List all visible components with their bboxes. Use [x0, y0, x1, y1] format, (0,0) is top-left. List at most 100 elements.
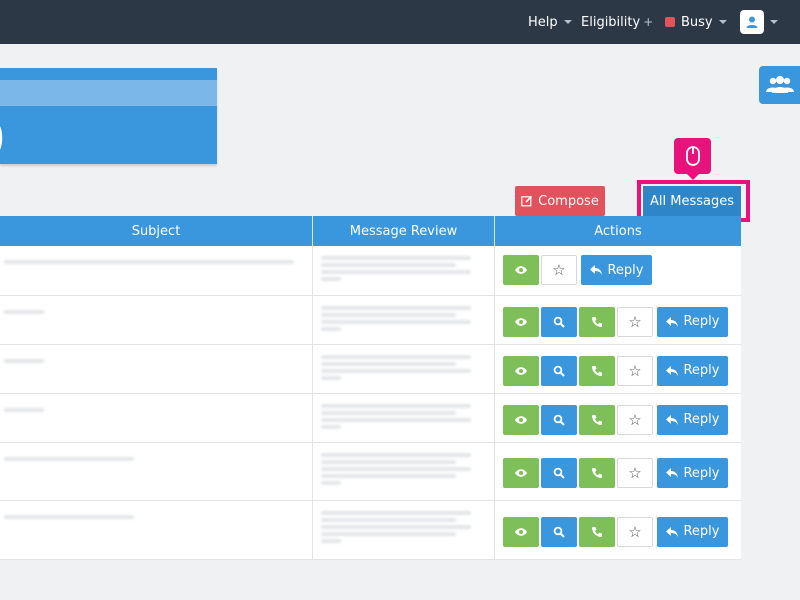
table-row[interactable]: ☆ Reply	[0, 296, 741, 345]
reply-label: Reply	[683, 314, 720, 329]
redacted-text	[321, 532, 456, 536]
column-subject-label: Subject	[131, 223, 181, 239]
phone-icon	[591, 526, 603, 538]
search-button[interactable]	[541, 516, 577, 547]
reply-button[interactable]: Reply	[657, 355, 728, 386]
status-menu[interactable]: Busy	[665, 0, 727, 44]
search-button[interactable]	[541, 355, 577, 386]
search-icon	[553, 316, 565, 328]
eligibility-menu[interactable]: Eligibility +	[581, 0, 653, 44]
redacted-text	[321, 277, 341, 281]
subject-cell	[0, 501, 313, 559]
redacted-text	[321, 525, 471, 529]
mouse-cursor-indicator	[674, 138, 711, 180]
reply-button[interactable]: Reply	[657, 458, 728, 488]
redacted-text	[321, 256, 471, 260]
star-button[interactable]: ☆	[617, 458, 653, 488]
message-review-cell	[313, 443, 495, 500]
eye-icon	[514, 415, 528, 425]
search-icon	[553, 467, 565, 479]
table-row[interactable]: ☆ Reply	[0, 345, 741, 394]
eye-icon	[514, 527, 528, 537]
reply-label: Reply	[683, 524, 720, 539]
reply-button[interactable]: Reply	[657, 306, 728, 337]
table-row[interactable]: ☆ Reply	[0, 246, 741, 296]
reply-icon	[665, 414, 679, 426]
view-button[interactable]	[503, 255, 539, 285]
redacted-text	[321, 425, 341, 429]
action-buttons: ☆ Reply	[503, 306, 728, 337]
call-button[interactable]	[579, 516, 615, 547]
user-icon	[746, 16, 758, 28]
search-button[interactable]	[541, 404, 577, 435]
subject-cell	[0, 394, 313, 442]
redacted-text	[321, 511, 471, 515]
reply-label: Reply	[683, 412, 720, 427]
view-button[interactable]	[503, 516, 539, 547]
search-button[interactable]	[541, 306, 577, 337]
star-button[interactable]: ☆	[617, 516, 653, 547]
eye-icon	[514, 265, 528, 275]
users-panel-button[interactable]	[759, 66, 800, 104]
star-button[interactable]: ☆	[617, 355, 653, 386]
table-header: Subject Message Review Actions	[0, 216, 741, 246]
star-button[interactable]: ☆	[541, 255, 577, 285]
redacted-text	[4, 408, 44, 412]
message-review-cell	[313, 501, 495, 559]
redacted-text	[321, 404, 471, 408]
plus-icon: +	[643, 15, 654, 29]
phone-icon	[591, 414, 603, 426]
compose-button[interactable]: Compose	[515, 186, 605, 216]
reply-button[interactable]: Reply	[657, 404, 728, 435]
subject-cell	[0, 246, 313, 295]
star-icon: ☆	[628, 313, 642, 331]
call-button[interactable]	[579, 355, 615, 386]
star-icon: ☆	[628, 362, 642, 380]
reply-button[interactable]: Reply	[581, 255, 652, 285]
stats-panel: 0	[0, 68, 217, 166]
table-row[interactable]: ☆ Reply	[0, 443, 741, 501]
all-messages-button[interactable]: All Messages	[643, 186, 741, 216]
column-subject: Subject	[0, 216, 313, 246]
table-row[interactable]: ☆ Reply	[0, 501, 741, 560]
redacted-text	[4, 457, 134, 461]
column-actions-label: Actions	[594, 223, 642, 239]
eye-icon	[514, 468, 528, 478]
action-buttons: ☆ Reply	[503, 355, 728, 386]
redacted-text	[321, 411, 456, 415]
redacted-text	[321, 518, 456, 522]
subject-cell	[0, 296, 313, 344]
all-messages-label: All Messages	[650, 193, 734, 209]
action-buttons: ☆ Reply	[503, 516, 728, 547]
star-button[interactable]: ☆	[617, 306, 653, 337]
reply-icon	[665, 316, 679, 328]
column-message-review-label: Message Review	[349, 223, 458, 239]
star-button[interactable]: ☆	[617, 404, 653, 435]
top-navbar: Help Eligibility + Busy	[0, 0, 800, 44]
compose-label: Compose	[538, 193, 599, 209]
view-button[interactable]	[503, 306, 539, 337]
redacted-text	[321, 263, 456, 267]
redacted-text	[321, 369, 471, 373]
reply-icon	[665, 365, 679, 377]
subject-cell	[0, 443, 313, 500]
help-menu[interactable]: Help	[528, 0, 572, 44]
view-button[interactable]	[503, 355, 539, 386]
users-icon	[765, 76, 794, 93]
redacted-text	[4, 515, 134, 519]
reply-icon	[665, 467, 679, 479]
redacted-text	[321, 481, 341, 485]
call-button[interactable]	[579, 458, 615, 488]
view-button[interactable]	[503, 404, 539, 435]
reply-icon	[665, 526, 679, 538]
message-review-cell	[313, 296, 495, 344]
view-button[interactable]	[503, 458, 539, 488]
reply-button[interactable]: Reply	[657, 516, 728, 547]
call-button[interactable]	[579, 404, 615, 435]
call-button[interactable]	[579, 306, 615, 337]
table-row[interactable]: ☆ Reply	[0, 394, 741, 443]
mouse-icon	[685, 146, 700, 166]
reply-label: Reply	[607, 262, 644, 278]
search-button[interactable]	[541, 458, 577, 488]
user-menu[interactable]	[740, 0, 778, 44]
